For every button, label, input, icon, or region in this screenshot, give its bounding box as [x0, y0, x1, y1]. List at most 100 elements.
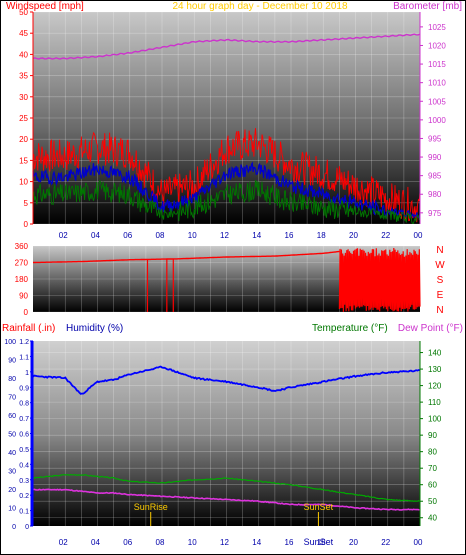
climate-x-tick-label: 16 — [285, 538, 294, 547]
windspeed-tick-label: 25 — [19, 114, 28, 123]
rainfall-tick-label: 0.8 — [19, 401, 29, 408]
windspeed-tick-label: 40 — [19, 50, 28, 59]
barometer-tick-label: 985 — [428, 172, 442, 181]
climate-grid — [33, 341, 420, 526]
climate-series — [32, 365, 421, 511]
direction-tick-label: 270 — [15, 259, 29, 268]
barometer-tick-label: 980 — [428, 190, 442, 199]
wind-x-tick-label: 06 — [123, 231, 132, 240]
compass-label: N — [436, 245, 443, 256]
barometer-tick-label: 990 — [428, 153, 442, 162]
direction-tick-label: 90 — [19, 292, 28, 301]
rainfall-tick-label: 1.2 — [19, 339, 29, 346]
humidity-axis-label: Humidity (%) — [66, 323, 123, 334]
climate-x-tick-label: 20 — [349, 538, 358, 547]
barometer-line — [32, 33, 421, 60]
temperature-tick-label: 70 — [428, 464, 437, 473]
temperature-ticks: 40 50 60 70 80 90 100 110 120 130 140 — [419, 341, 442, 526]
rainfall-tick-label: 0.5 — [19, 447, 29, 454]
climate-x-tick-label: 22 — [381, 538, 390, 547]
rainfall-tick-label: 0.2 — [19, 493, 29, 500]
humidity-tick-label: 0 — [12, 524, 16, 531]
humidity-tick-label: 60 — [8, 413, 16, 420]
sunrise-label: SunRise — [134, 502, 168, 512]
direction-tick-label: 0 — [24, 308, 29, 317]
temperature-tick-label: 40 — [428, 514, 437, 523]
rainfall-tick-label: 0.4 — [19, 462, 29, 469]
windspeed-axis-label: Windspeed [mph] — [6, 1, 84, 12]
climate-x-tick-label: 08 — [156, 538, 165, 547]
windspeed-ticks: 0 5 10 15 20 25 30 35 40 45 50 — [19, 8, 34, 229]
barometer-tick-label: 1015 — [428, 60, 446, 69]
humidity-tick-label: 10 — [8, 506, 16, 513]
temperature-tick-label: 140 — [428, 349, 442, 358]
windspeed-tick-label: 50 — [19, 8, 28, 17]
temperature-tick-label: 130 — [428, 365, 442, 374]
humidity-tick-label: 100 — [4, 339, 16, 346]
compass-label: N — [436, 305, 443, 316]
chart-title: 24 hour graph day - December 10 2018 — [172, 1, 348, 12]
humidity-tick-label: 80 — [8, 376, 16, 383]
temperature-tick-label: 110 — [428, 398, 441, 407]
windspeed-tick-label: 45 — [19, 29, 28, 38]
climate-x-tick-label: 12 — [220, 538, 229, 547]
climate-x-ticks: 02 04 06 08 10 12 14 16 18 20 22 00 — [59, 538, 423, 547]
direction-erratic-line — [338, 247, 421, 312]
dew-point-axis-label: Dew Point (°F) — [398, 323, 463, 334]
rainfall-tick-label: 1.1 — [19, 354, 29, 361]
temperature-axis-label: Temperature (°F) — [312, 323, 388, 334]
direction-degree-ticks: 0 90 180 270 360 — [15, 242, 29, 317]
wind-x-tick-label: 02 — [59, 231, 68, 240]
wind-grid — [33, 11, 420, 225]
windspeed-tick-label: 15 — [19, 156, 28, 165]
barometer-tick-label: 1000 — [428, 116, 446, 125]
windspeed-tick-label: 35 — [19, 72, 28, 81]
wind-x-tick-label: 14 — [252, 231, 261, 240]
wind-x-tick-label: 12 — [220, 231, 229, 240]
humidity-line — [32, 365, 421, 395]
climate-x-tick-label: 10 — [188, 538, 197, 547]
humidity-tick-label: 30 — [8, 469, 16, 476]
barometer-tick-label: 995 — [428, 134, 442, 143]
barometer-ticks: 975 980 985 990 995 1000 1005 1010 1015 1020 1025 — [419, 12, 446, 224]
wind-series — [32, 33, 421, 224]
humidity-tick-label: 70 — [8, 395, 16, 402]
gust-line — [32, 128, 421, 223]
windspeed-tick-label: 10 — [19, 178, 28, 187]
dew-point-line — [32, 488, 421, 511]
compass-label: S — [437, 275, 444, 286]
temperature-tick-label: 100 — [428, 415, 442, 424]
compass-label: W — [435, 260, 445, 271]
temperature-line — [32, 473, 421, 502]
rainfall-tick-label: 0 — [25, 524, 29, 531]
humidity-tick-label: 40 — [8, 450, 16, 457]
wind-x-tick-label: 20 — [349, 231, 358, 240]
direction-series — [33, 247, 421, 312]
barometer-tick-label: 975 — [428, 209, 442, 218]
barometer-tick-label: 1005 — [428, 97, 446, 106]
direction-tick-label: 360 — [15, 242, 29, 251]
wind-x-tick-label: 22 — [381, 231, 390, 240]
sunset-label: SunSet — [304, 502, 334, 512]
climate-x-tick-label: 00 — [414, 538, 423, 547]
rainfall-tick-label: 1 — [25, 370, 29, 377]
windspeed-tick-label: 5 — [24, 199, 29, 208]
climate-x-tick-label: 18 — [317, 538, 326, 547]
wind-x-tick-label: 00 — [414, 231, 423, 240]
direction-tick-label: 180 — [15, 275, 29, 284]
temperature-tick-label: 90 — [428, 431, 437, 440]
temperature-tick-label: 60 — [428, 481, 437, 490]
rainfall-tick-label: 0.1 — [19, 509, 29, 516]
temperature-tick-label: 120 — [428, 382, 442, 391]
barometer-axis-label: Barometer [mb] — [393, 1, 462, 12]
temperature-tick-label: 50 — [428, 497, 437, 506]
rainfall-tick-label: 0.9 — [19, 385, 29, 392]
sunset-axis-label: SunSet — [304, 537, 334, 547]
climate-x-tick-label: 06 — [123, 538, 132, 547]
humidity-tick-label: 50 — [8, 432, 16, 439]
compass-label: E — [437, 290, 444, 301]
barometer-tick-label: 1010 — [428, 79, 446, 88]
climate-x-tick-label: 02 — [59, 538, 68, 547]
